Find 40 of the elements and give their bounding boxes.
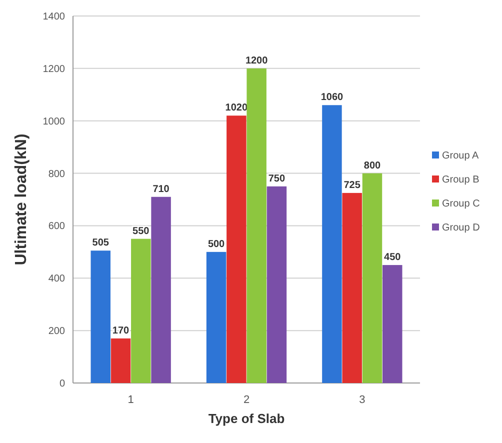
y-tick-label: 1200 [42,64,66,75]
y-tick-label: 400 [48,274,66,285]
legend-label: Group D [442,222,480,234]
bar [362,173,382,383]
data-label: 1200 [245,55,268,66]
data-label: 725 [344,180,361,191]
x-tick-label: 1 [128,394,134,406]
data-label: 500 [208,238,226,250]
data-label: 800 [364,160,382,172]
bar [342,192,362,383]
y-axis-title: Ultimate load(kN) [13,134,30,266]
bar [226,116,246,383]
bar [246,68,266,383]
bar [322,105,342,383]
y-tick-label: 200 [48,326,66,338]
x-tick-label: 3 [359,394,366,406]
y-tick-label: 800 [48,168,66,180]
bar [90,250,110,383]
bar [266,186,287,383]
bar [110,338,131,383]
y-tick-label: 1000 [42,116,66,128]
bar [151,196,171,383]
legend-label: Group C [442,198,480,210]
data-label: 750 [268,173,286,184]
bar [206,252,226,383]
x-axis-title: Type of Slab [208,411,285,426]
bar [131,238,151,383]
data-label: 505 [92,238,110,249]
x-tick-label: 2 [243,394,250,406]
legend-label: Group A [442,150,480,162]
y-tick-label: 600 [48,221,66,232]
data-label: 710 [152,184,170,195]
legend-label: Group B [442,174,480,186]
y-tick-label: 0 [59,378,66,390]
data-label: 170 [112,325,130,336]
y-tick-label: 1400 [42,12,66,22]
bar [382,265,402,383]
data-label: 1060 [320,92,344,104]
data-label: 450 [384,252,402,264]
data-label: 550 [132,226,150,237]
